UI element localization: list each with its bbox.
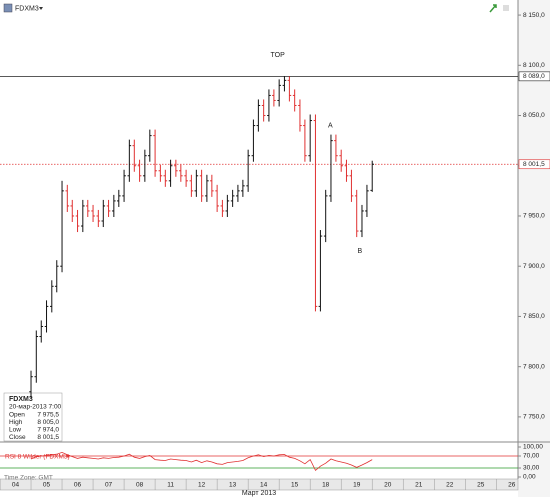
rsi-tick-label: 70,00	[523, 453, 540, 460]
x-tick-label: 13	[229, 482, 237, 489]
y-tick-label: 7 750,0	[523, 414, 545, 421]
dropdown-arrow[interactable]	[39, 7, 43, 10]
annotation: B	[357, 248, 362, 255]
y-tick-label: 7 900,0	[523, 263, 545, 270]
rsi-tick-label: 0,00	[523, 474, 536, 481]
annotation: A	[328, 122, 333, 129]
chart-title: FDXM3	[15, 5, 39, 12]
autoscroll-icon[interactable]	[489, 4, 497, 13]
right-axis-panel	[518, 0, 550, 497]
settings-icon[interactable]	[503, 5, 509, 11]
info-label: Open	[9, 412, 25, 419]
info-label: Close	[9, 434, 26, 441]
symbol-icon	[3, 3, 13, 13]
info-value: 7 975,5	[37, 412, 59, 419]
x-tick-label: 07	[105, 482, 113, 489]
level-label: 8 089,0	[523, 73, 545, 80]
x-tick-label: 18	[322, 482, 330, 489]
x-tick-label: 11	[167, 482, 174, 489]
y-tick-label: 7 950,0	[523, 213, 545, 220]
rsi-tick-label: 30,00	[523, 465, 540, 472]
level-tag	[518, 71, 550, 82]
y-tick-label: 8 100,0	[523, 62, 545, 69]
rsi-legend: RSI 8 Wilder (FDXM3)	[5, 454, 70, 461]
info-value: 8 005,0	[37, 419, 59, 426]
x-tick-label: 08	[136, 482, 144, 489]
level-tag	[518, 159, 550, 170]
x-tick-label: 19	[353, 482, 361, 489]
info-label: Low	[9, 427, 21, 434]
x-tick-label: 14	[260, 482, 268, 489]
x-tick-label: 05	[43, 482, 51, 489]
x-tick-label: 20	[384, 482, 392, 489]
x-tick-label: 12	[198, 482, 206, 489]
x-tick-label: 06	[74, 482, 82, 489]
x-tick-label: 21	[415, 482, 423, 489]
info-label: High	[9, 419, 23, 426]
y-tick-label: 8 150,0	[523, 12, 545, 19]
rsi-tick-label: 100,00	[523, 444, 543, 451]
x-axis-label: Март 2013	[242, 490, 276, 497]
info-box	[3, 392, 63, 442]
x-tick-label: 25	[477, 482, 485, 489]
x-tick-label: 22	[446, 482, 454, 489]
annotation: TOP	[270, 52, 285, 59]
y-tick-label: 7 800,0	[523, 363, 545, 370]
y-tick-label: 8 050,0	[523, 112, 545, 119]
rsi-line	[30, 451, 373, 472]
time-zone: Time Zone: GMT	[4, 475, 53, 482]
info-value: 8 001,5	[37, 434, 59, 441]
info-value: 7 974,0	[37, 427, 59, 434]
x-tick-label: 04	[12, 482, 20, 489]
y-tick-label: 7 850,0	[523, 313, 545, 320]
x-axis-band	[0, 478, 519, 491]
x-tick-label: 15	[291, 482, 299, 489]
info-symbol: FDXM3	[9, 396, 33, 403]
x-tick-label: 26	[508, 482, 516, 489]
level-label: 8 001,5	[523, 161, 545, 168]
info-datetime: 20-мар-2013 7:00	[9, 404, 62, 411]
